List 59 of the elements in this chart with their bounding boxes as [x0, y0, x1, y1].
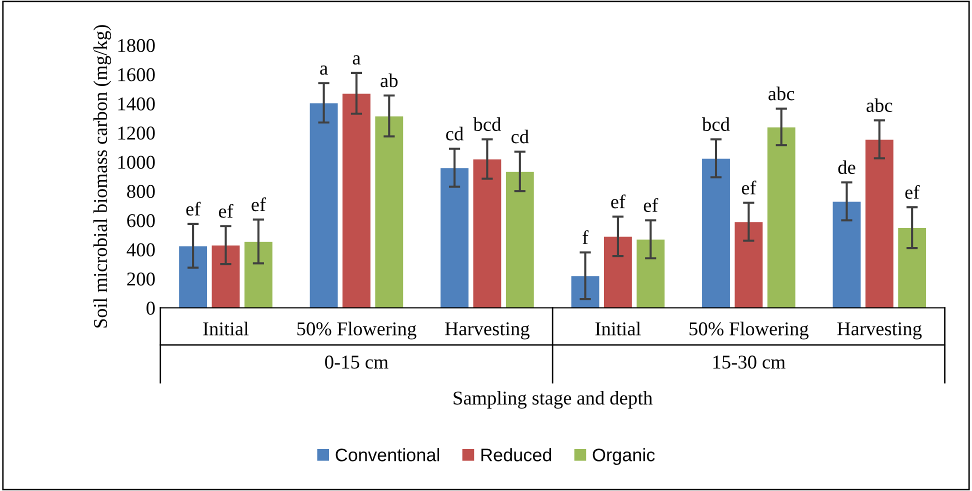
data-label: a — [352, 55, 361, 65]
bar — [701, 158, 731, 308]
legend-label: Organic — [592, 448, 655, 465]
data-label: a — [320, 65, 328, 75]
bar — [342, 92, 372, 308]
bar — [440, 167, 470, 308]
data-label: cd — [446, 126, 464, 140]
x-tick-label: Initial — [595, 322, 641, 336]
bar — [734, 221, 764, 308]
y-tick-label: 400 — [126, 243, 155, 256]
y-tick-label: 1200 — [118, 126, 155, 140]
bar — [244, 241, 274, 308]
data-label: de — [838, 160, 856, 174]
data-label: ef — [186, 202, 201, 216]
bar — [603, 236, 633, 308]
y-tick-label: 200 — [127, 272, 155, 286]
bar — [374, 116, 404, 308]
x-tick-label: 50% Flowering — [297, 322, 416, 340]
bar — [832, 200, 862, 308]
bar — [210, 244, 241, 308]
data-label: ab — [380, 74, 398, 88]
y-tick-label: 1000 — [118, 156, 155, 169]
bar — [766, 126, 796, 308]
text: 15-30 cm — [713, 356, 786, 369]
y-axis-title: Soil microbial biomass carbon (mg/kg) — [93, 25, 112, 328]
bar — [308, 102, 339, 308]
data-label: ef — [218, 204, 234, 218]
x-axis-title: Sampling stage and depth — [454, 390, 652, 409]
y-tick-label: 0 — [146, 302, 155, 315]
data-label: ef — [252, 197, 266, 212]
bar — [505, 170, 535, 308]
x-tick-label: Harvesting — [445, 322, 530, 340]
data-label: ef — [742, 180, 756, 194]
data-label: abc — [866, 98, 892, 112]
bar — [178, 245, 208, 308]
bar — [864, 138, 894, 308]
data-label: bcd — [702, 117, 730, 131]
data-label: cd — [511, 130, 529, 144]
y-tick-label: 1600 — [118, 68, 155, 82]
legend-label: Reduced — [481, 448, 552, 462]
bar — [636, 238, 666, 308]
data-label: ef — [611, 194, 626, 208]
x-tick-label: Harvesting — [837, 322, 922, 340]
y-tick-label: 1400 — [118, 97, 155, 110]
y-tick-label: 600 — [127, 214, 155, 228]
y-tick-label: 1800 — [118, 38, 155, 52]
data-label: f — [582, 230, 589, 244]
data-label: ef — [905, 184, 920, 199]
text: 0-15 cm — [325, 356, 388, 369]
bar — [570, 275, 600, 308]
x-tick-label: 50% Flowering — [690, 322, 809, 340]
x-tick-label: Initial — [203, 322, 249, 336]
legend-label: Conventional — [336, 448, 440, 462]
bar — [897, 227, 927, 308]
bar — [472, 158, 502, 308]
data-label: abc — [768, 86, 794, 100]
data-label: ef — [644, 198, 658, 212]
data-label: bcd — [473, 117, 502, 131]
y-tick-label: 800 — [127, 184, 155, 198]
